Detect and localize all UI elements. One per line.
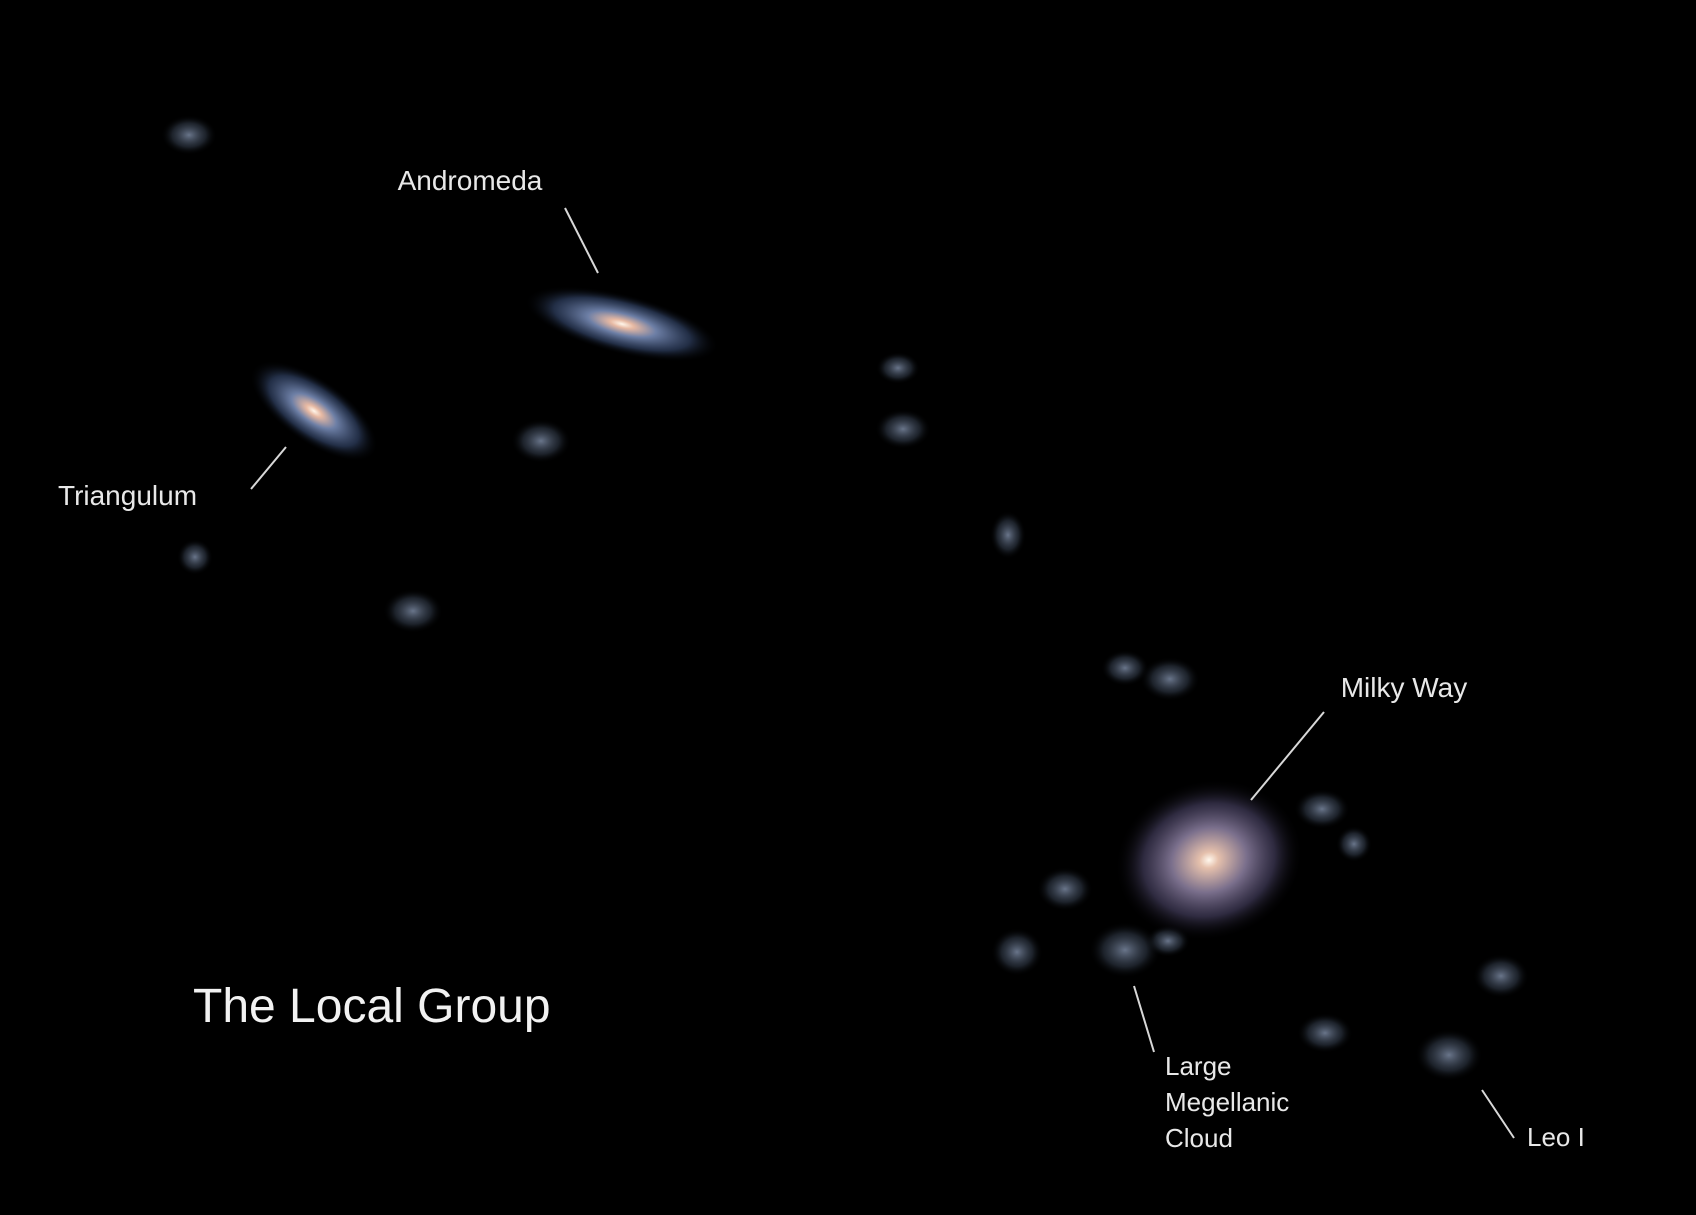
dwarf-galaxy	[1140, 657, 1200, 701]
dwarf-galaxy	[1294, 789, 1350, 829]
page: Andromeda Triangulum Milky Way Large Meg…	[0, 0, 1696, 1215]
label: Milky Way	[1341, 672, 1468, 703]
label-line: Triangulum	[58, 480, 197, 511]
label-line: Large	[1165, 1051, 1232, 1081]
label-line: Leo I	[1527, 1122, 1585, 1152]
label: Triangulum	[58, 480, 197, 511]
dwarf-galaxy	[1473, 954, 1529, 998]
dwarf-galaxy	[875, 409, 931, 449]
label: Leo I	[1527, 1122, 1585, 1152]
dwarf-galaxy	[383, 589, 443, 633]
leo-i-galaxy	[1415, 1029, 1483, 1081]
dwarf-galaxy	[177, 539, 213, 575]
dwarf-galaxy	[990, 511, 1026, 559]
label-line: Megellanic	[1165, 1087, 1289, 1117]
title: The Local Group	[193, 980, 551, 1033]
label-line: Cloud	[1165, 1123, 1233, 1153]
dwarf-galaxy	[1297, 1013, 1353, 1053]
dwarf-galaxy	[876, 352, 920, 384]
dwarf-galaxy	[511, 419, 571, 463]
dwarf-galaxy	[1336, 826, 1372, 862]
local-group-illustration: Andromeda Triangulum Milky Way Large Meg…	[0, 0, 1696, 1215]
label: Andromeda	[398, 165, 543, 196]
large-magellanic-cloud-galaxy	[1089, 922, 1161, 978]
label-line: Andromeda	[398, 165, 543, 196]
label-line: Milky Way	[1341, 672, 1468, 703]
dwarf-galaxy	[991, 928, 1043, 976]
dwarf-galaxy	[161, 115, 217, 155]
dwarf-galaxy	[1037, 867, 1093, 911]
